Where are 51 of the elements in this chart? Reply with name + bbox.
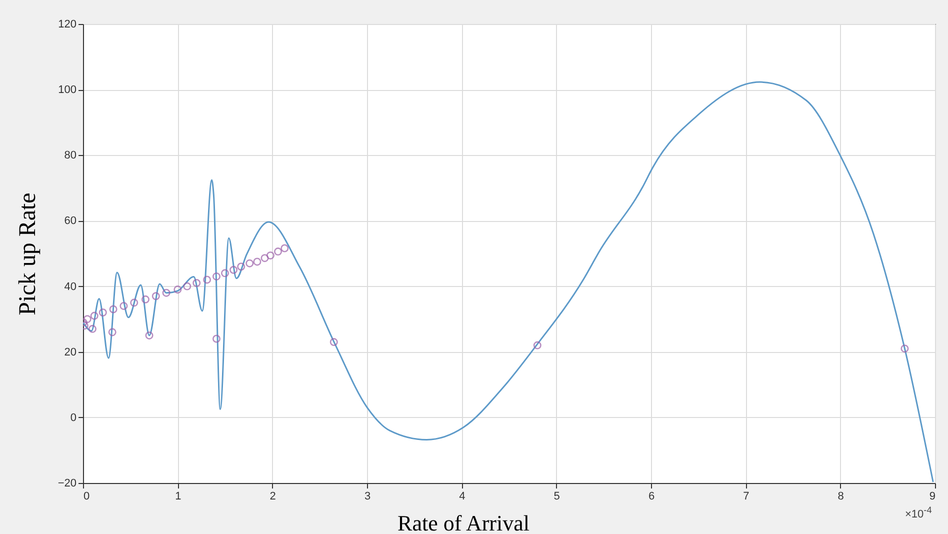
point: [141, 295, 150, 304]
point: [253, 258, 262, 266]
x-tick-label: 2: [270, 490, 276, 502]
x-tick-label: 7: [743, 490, 750, 502]
point: [162, 288, 170, 297]
point: [120, 302, 128, 310]
point: [260, 254, 269, 262]
y-tick-label: 80: [64, 150, 76, 162]
x-axis-title: Rate of Arrival: [398, 510, 530, 534]
y-axis-title: Pick up Rate: [14, 192, 41, 316]
x-tick-label: 1: [175, 490, 182, 502]
point: [212, 334, 220, 343]
x-tick-label: 9: [929, 490, 936, 502]
point: [152, 292, 160, 300]
x-tick-label: 4: [459, 490, 466, 502]
point: [192, 279, 201, 288]
point: [220, 269, 230, 278]
y-tick-label: 40: [64, 280, 76, 293]
point: [274, 248, 282, 256]
point: [98, 308, 107, 317]
point: [90, 312, 98, 320]
y-tick-label: 20: [64, 346, 76, 358]
point: [108, 328, 116, 336]
point: [212, 272, 220, 280]
point: [109, 305, 118, 314]
point: [280, 244, 289, 252]
y-tick-label: 0: [70, 412, 76, 424]
point: [900, 344, 909, 353]
point: [83, 315, 92, 324]
point: [88, 324, 96, 333]
point: [183, 282, 192, 290]
y-tick-label: 120: [58, 18, 76, 30]
point: [203, 276, 212, 284]
point: [246, 259, 254, 268]
point: [174, 286, 182, 294]
point: [130, 298, 138, 307]
x-tick-label: 5: [554, 490, 560, 502]
point: [145, 331, 154, 340]
point: [237, 262, 246, 271]
point: [266, 251, 274, 260]
point: [533, 341, 542, 350]
point: [230, 266, 238, 274]
x-tick-label: 3: [364, 490, 371, 502]
point: [330, 338, 338, 346]
y-tick-label: 100: [58, 84, 76, 96]
y-tick-label: 60: [64, 215, 76, 228]
text: ×10$^{-4}$: [905, 505, 932, 521]
x-tick-label: 0: [84, 490, 90, 502]
x-tick-label: 8: [838, 490, 844, 502]
y-tick-label: −20: [58, 478, 76, 490]
x-tick-label: 6: [648, 490, 655, 502]
